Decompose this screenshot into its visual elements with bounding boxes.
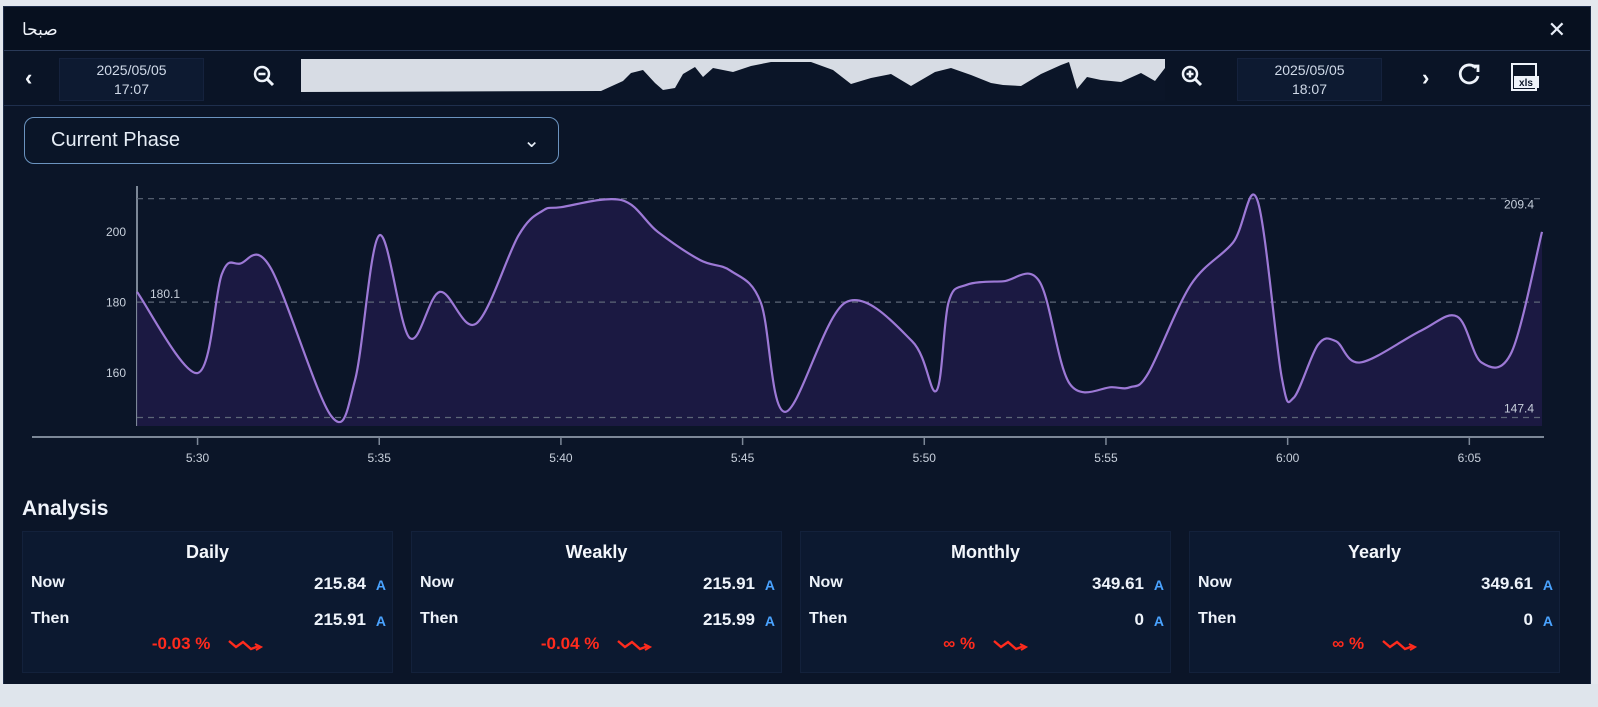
- reference-label: 180.1: [150, 287, 180, 301]
- start-date: 2025/05/05: [96, 62, 167, 78]
- zoom-out-icon[interactable]: [252, 64, 276, 94]
- now-label: Now: [31, 574, 65, 591]
- then-label: Then: [809, 610, 848, 627]
- now-label: Now: [420, 574, 454, 591]
- then-value: 215.91: [314, 610, 366, 629]
- chevron-down-icon: ⌄: [523, 130, 540, 152]
- unit-label: A: [764, 613, 775, 629]
- then-value: 0: [1523, 610, 1533, 629]
- x-tick-label: 5:50: [913, 451, 937, 465]
- analysis-heading: Analysis: [22, 497, 109, 520]
- reference-label: 147.4: [1504, 402, 1534, 416]
- x-tick-label: 6:05: [1458, 451, 1482, 465]
- timeline-overview[interactable]: [301, 59, 1165, 101]
- y-tick-label: 200: [106, 225, 126, 239]
- change-percent: -0.04 %: [540, 634, 600, 653]
- end-date-button[interactable]: 2025/05/05 18:07: [1237, 58, 1382, 101]
- x-tick-label: 5:40: [549, 451, 573, 465]
- then-value: 215.99: [703, 610, 755, 629]
- then-label: Then: [31, 610, 70, 627]
- x-tick-label: 5:55: [1094, 451, 1118, 465]
- close-icon[interactable]: ✕: [1547, 17, 1566, 42]
- card-period: Monthly: [951, 542, 1020, 562]
- svg-text:xls: xls: [1519, 78, 1533, 89]
- card-period: Weakly: [565, 542, 628, 562]
- analysis-card-monthly: Monthly Now 349.61 A Then 0 A ∞ %: [800, 531, 1171, 673]
- then-value: 0: [1134, 610, 1144, 629]
- y-tick-label: 180: [106, 295, 126, 309]
- x-tick-label: 6:00: [1276, 451, 1300, 465]
- analysis-card-weekly: Weakly Now 215.91 A Then 215.99 A -0.04 …: [411, 531, 782, 673]
- change-percent-row: ∞ %: [801, 634, 1170, 654]
- end-time: 18:07: [1291, 81, 1328, 97]
- x-tick-label: 5:30: [186, 451, 210, 465]
- background-window-strip: [0, 684, 1598, 707]
- now-value: 349.61: [1481, 574, 1533, 593]
- measurement-selector[interactable]: Current Phase ⌄: [24, 117, 559, 164]
- unit-label: A: [1542, 577, 1553, 593]
- selected-measurement: Current Phase: [51, 129, 180, 151]
- unit-label: A: [1153, 613, 1164, 629]
- now-label: Now: [1198, 574, 1232, 591]
- series-area: [137, 194, 1542, 426]
- overview-sparkline: [301, 62, 1165, 101]
- change-percent-row: ∞ %: [1190, 634, 1559, 654]
- unit-label: A: [1153, 577, 1164, 593]
- chart-canvas: 209.4 180.1 147.4 200 180 160 5:30 5:35 5:40 5:45…: [32, 186, 1544, 465]
- now-value: 215.91: [703, 574, 755, 593]
- zoom-in-icon[interactable]: [1180, 64, 1204, 94]
- x-tick-label: 5:45: [731, 451, 755, 465]
- chevron-right-icon[interactable]: ›: [1422, 65, 1430, 90]
- date-navigation-toolbar: ‹ 2025/05/05 17:07 2025/05/05 18:07 ›: [4, 51, 1590, 106]
- now-label: Now: [809, 574, 843, 591]
- analysis-card-daily: Daily Now 215.84 A Then 215.91 A -0.03 %: [22, 531, 393, 673]
- refresh-icon[interactable]: [1456, 61, 1482, 94]
- series-line: [136, 193, 1544, 424]
- card-period: Yearly: [1347, 542, 1402, 562]
- window-title: صبحا: [22, 20, 58, 39]
- reference-label: 209.4: [1504, 198, 1534, 212]
- y-tick-label: 160: [106, 366, 126, 380]
- window-titlebar: صبحا ✕: [4, 7, 1590, 51]
- trend-down-icon: [1382, 639, 1417, 651]
- unit-label: A: [375, 613, 386, 629]
- card-period: Daily: [185, 542, 230, 562]
- start-date-button[interactable]: 2025/05/05 17:07: [59, 58, 204, 101]
- analysis-card-yearly: Yearly Now 349.61 A Then 0 A ∞ %: [1189, 531, 1560, 673]
- xls-export-icon[interactable]: xls: [1508, 61, 1542, 93]
- unit-label: A: [375, 577, 386, 593]
- change-percent-row: -0.04 %: [412, 634, 781, 654]
- trend-down-icon: [617, 639, 653, 651]
- trend-down-icon: [993, 639, 1028, 651]
- current-phase-chart[interactable]: 209.4 180.1 147.4 200 180 160 5:30 5:35 5:40 5:45…: [4, 171, 1590, 477]
- unit-label: A: [1542, 613, 1553, 629]
- x-tick-label: 5:35: [368, 451, 392, 465]
- analysis-cards: Daily Now 215.84 A Then 215.91 A -0.03 %…: [22, 531, 1564, 673]
- phase-chart-window: صبحا ✕ ‹ 2025/05/05 17:07 2025/05/05: [3, 6, 1591, 702]
- end-date: 2025/05/05: [1274, 62, 1345, 78]
- change-percent: ∞ %: [1332, 634, 1365, 653]
- start-time: 17:07: [113, 81, 150, 97]
- change-percent: -0.03 %: [151, 634, 211, 653]
- trend-down-icon: [228, 639, 264, 651]
- now-value: 215.84: [314, 574, 366, 593]
- change-percent-row: -0.03 %: [23, 634, 392, 654]
- now-value: 349.61: [1092, 574, 1144, 593]
- chevron-left-icon[interactable]: ‹: [25, 65, 33, 90]
- then-label: Then: [420, 610, 459, 627]
- unit-label: A: [764, 577, 775, 593]
- change-percent: ∞ %: [943, 634, 976, 653]
- then-label: Then: [1198, 610, 1237, 627]
